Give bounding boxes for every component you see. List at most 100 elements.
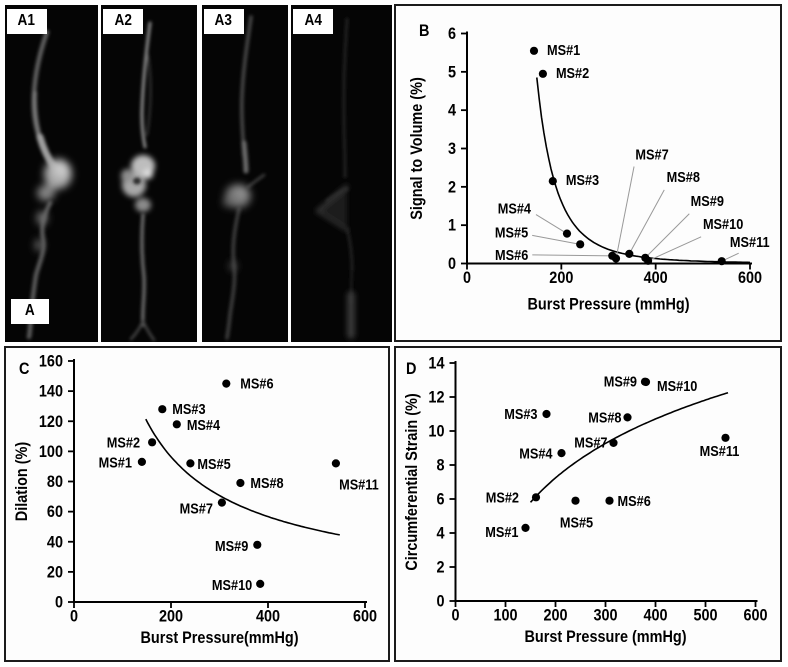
y-tick-label: 2	[436, 558, 444, 576]
data-point-MS11	[717, 257, 726, 266]
vessel-image-a2	[101, 4, 197, 342]
point-label-MS11: MS#11	[730, 233, 770, 250]
point-label-MS4: MS#4	[498, 200, 532, 217]
panel-d-chart: 0 100 200 300 400 500 600 0 2 4 6 8 10 12 14 Burst Pres…	[394, 346, 782, 662]
vessel-image-a3	[201, 4, 288, 342]
data-point-MS10	[641, 377, 651, 387]
label-leader-line	[535, 214, 568, 235]
point-label-MS6: MS#6	[618, 492, 652, 509]
x-tick-label: 200	[543, 606, 567, 624]
aneurysm-sac	[222, 183, 251, 270]
panel-c-chart: 0 200 400 600 0 20 40 60 80 100 120 140 160 Burst Pre…	[4, 346, 390, 662]
trend-curve	[145, 418, 340, 536]
y-tick-label: 8	[436, 456, 444, 474]
x-tick-label: 300	[593, 606, 617, 624]
sac-blob	[36, 210, 47, 225]
sac-blob	[36, 184, 55, 201]
data-point-MS4	[172, 420, 181, 429]
data-point-MS1	[137, 457, 146, 466]
label-leader-line	[532, 234, 581, 245]
vessel-segment	[315, 185, 349, 212]
y-tick-label: 1	[448, 217, 456, 235]
point-label-MS1: MS#1	[547, 41, 581, 58]
data-point-MS9	[253, 540, 262, 549]
x-tick-label: 600	[738, 269, 762, 287]
x-tick-label: 400	[644, 269, 668, 287]
y-tick-label: 40	[47, 533, 63, 551]
data-point-MS4	[557, 449, 566, 458]
x-tick-label: 400	[256, 607, 280, 625]
data-point-MS7	[609, 438, 618, 447]
vessel-image-a1	[4, 4, 98, 342]
y-tick-label: 12	[428, 388, 444, 406]
x-tick-label: 0	[451, 606, 459, 624]
sac-blob	[143, 168, 153, 179]
sac-blob	[34, 238, 43, 251]
micrograph-a4: A4	[291, 4, 392, 342]
micrograph-a3: A3	[201, 4, 288, 342]
micrograph-a2: A2	[101, 4, 197, 342]
data-point-MS10	[644, 256, 653, 265]
panel-label-c: C	[19, 359, 30, 378]
point-label-MS2: MS#2	[107, 433, 141, 450]
x-tick-label: 400	[643, 606, 667, 624]
trend-curve	[529, 391, 729, 503]
y-tick-label: 120	[39, 413, 63, 431]
x-tick-label: 600	[743, 606, 767, 624]
data-point-MS3	[158, 405, 167, 414]
point-label-MS3: MS#3	[172, 400, 206, 417]
vessel-segment	[140, 21, 152, 148]
sac-blob	[222, 196, 233, 207]
point-label-MS7: MS#7	[635, 146, 669, 163]
y-tick-label: 4	[436, 524, 444, 542]
label-leader-line	[615, 166, 635, 259]
y-tick-label: 160	[39, 352, 63, 370]
point-label-MS8: MS#8	[667, 168, 701, 185]
point-label-MS3: MS#3	[504, 405, 538, 422]
data-point-MS10	[256, 579, 265, 588]
data-point-MS7	[217, 498, 226, 507]
vessel-segment	[239, 14, 253, 157]
data-point-MS5	[186, 459, 195, 468]
vessel-segment	[315, 209, 349, 231]
data-point-MS8	[236, 478, 245, 488]
vessel-branches	[26, 29, 57, 339]
y-tick-label: 10	[428, 422, 444, 440]
point-label-MS9: MS#9	[215, 537, 249, 554]
vessel-segment	[241, 140, 248, 173]
y-tick-label: 0	[55, 593, 63, 611]
x-tick-label: 0	[463, 269, 471, 287]
subpanel-label-a4: A4	[293, 8, 333, 34]
data-point-MS2	[148, 438, 157, 447]
data-point-MS11	[721, 433, 730, 442]
y-axis-title: Signal to Volume (%)	[408, 77, 426, 220]
panel-a-micrographs: A1 A A2	[4, 4, 392, 342]
sac-lumen-shadow	[133, 177, 141, 184]
subpanel-label-a2: A2	[103, 8, 143, 34]
scatter-plot-circumferential-strain: 0 100 200 300 400 500 600 0 2 4 6 8 10 12 14 Burst Pres…	[403, 354, 768, 646]
data-point-MS3	[542, 409, 551, 419]
y-tick-label: 20	[47, 563, 63, 581]
micrograph-a1: A1 A	[4, 4, 98, 342]
y-tick-label: 4	[448, 102, 456, 120]
point-label-MS6: MS#6	[495, 246, 529, 263]
data-point-MS3	[548, 177, 557, 186]
x-tick-label: 100	[493, 606, 517, 624]
vessel-segment	[129, 319, 145, 340]
vessel-segment	[26, 200, 52, 339]
vessel-segment	[224, 206, 241, 340]
aneurysm-sac	[34, 158, 72, 251]
data-point-MS6	[222, 379, 231, 388]
point-label-MS4: MS#4	[187, 416, 221, 433]
x-tick-label: 200	[159, 607, 183, 625]
label-leader-line	[628, 189, 665, 255]
x-axis-title: Burst Pressure (mmHg)	[524, 628, 686, 646]
panel-label-d: D	[406, 359, 417, 378]
micrograph-background	[291, 4, 392, 342]
y-tick-label: 5	[448, 63, 456, 81]
label-leader-line	[644, 213, 690, 259]
point-label-MS1: MS#1	[99, 453, 133, 470]
y-tick-label: 0	[448, 255, 456, 273]
scatter-plot-signal-to-volume: 0 200 400 600 0 1 2 3 4 5 6 Burst Pressure (mmHg) Si…	[408, 25, 770, 314]
point-label-MS3: MS#3	[566, 171, 600, 188]
